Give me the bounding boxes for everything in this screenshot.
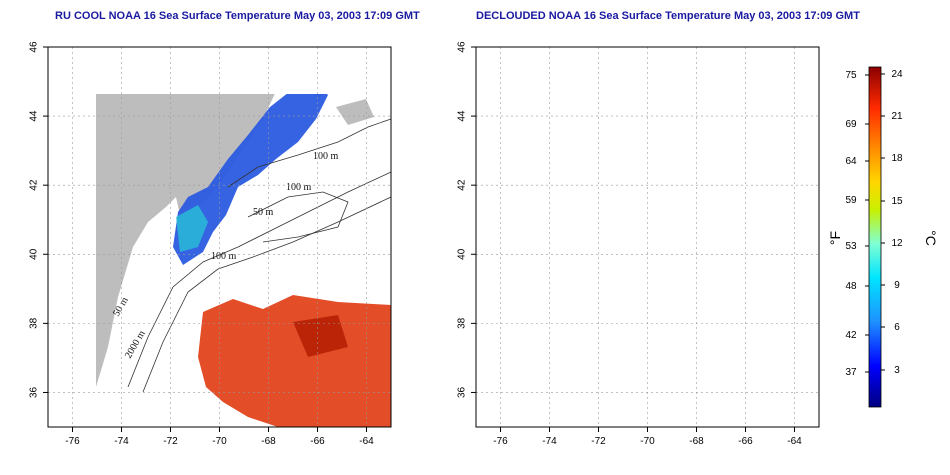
fahrenheit-unit-label: °F (827, 231, 843, 245)
colorbar-c-label: 18 (891, 153, 903, 164)
contour-label: 100 m (211, 251, 237, 262)
contour-label: 100 m (286, 182, 312, 193)
x-tick-label: -66 (310, 436, 325, 447)
x-tick-label: -72 (591, 436, 606, 447)
y-tick-label: 42 (457, 179, 468, 191)
land-mass (336, 99, 374, 125)
colorbar-f-label: 42 (845, 330, 857, 341)
colorbar-c-label: 24 (891, 69, 903, 80)
colorbar-c-label: 21 (891, 111, 903, 122)
contour-label: 50 m (253, 207, 274, 218)
colorbar-f-label: 75 (845, 70, 857, 81)
bathymetry-contour (247, 191, 349, 243)
x-tick-label: -70 (640, 436, 655, 447)
y-tick-label: 42 (29, 179, 40, 191)
contour-label: 100 m (313, 151, 339, 162)
celsius-unit-label: °C (923, 230, 939, 246)
bathymetry-contour (127, 171, 392, 388)
x-tick-label: -74 (542, 436, 557, 447)
shelf-water-field (176, 205, 208, 252)
colorbar-f-label: 53 (845, 241, 857, 252)
colorbar: 75 69 64 59 53 48 42 37 24 21 18 15 12 9 6 3 °F °C (827, 66, 939, 408)
x-tick-label: -68 (261, 436, 276, 447)
colorbar-f-label: 69 (845, 119, 857, 130)
y-tick-label: 46 (457, 41, 468, 53)
colorbar-c-label: 9 (894, 280, 900, 291)
right-panel-title: DECLOUDED NOAA 16 Sea Surface Temperatur… (476, 10, 860, 22)
bathymetry-contour (142, 196, 392, 393)
y-tick-label: 44 (29, 110, 40, 122)
colorbar-f-label: 64 (845, 156, 857, 167)
y-tick-label: 36 (457, 386, 468, 398)
y-tick-label: 36 (29, 386, 40, 398)
x-tick-label: -76 (65, 436, 80, 447)
colorbar-c-label: 6 (894, 322, 900, 333)
gulf-stream-core (293, 315, 348, 357)
x-tick-label: -66 (738, 436, 753, 447)
map-frame (47, 46, 392, 428)
x-tick-label: -68 (689, 436, 704, 447)
x-tick-label: -64 (359, 436, 374, 447)
y-tick-label: 44 (457, 110, 468, 122)
x-tick-label: -76 (493, 436, 508, 447)
x-tick-label: -72 (163, 436, 178, 447)
colorbar-c-label: 12 (891, 238, 903, 249)
bathymetry-contour (227, 118, 392, 188)
y-tick-label: 38 (29, 317, 40, 329)
map-frame (475, 46, 820, 428)
colorbar-c-label: 3 (894, 365, 900, 376)
colorbar-f-label: 48 (845, 281, 857, 292)
colorbar-f-label: 59 (845, 195, 857, 206)
x-tick-label: -70 (212, 436, 227, 447)
colorbar-c-label: 15 (891, 196, 903, 207)
y-tick-label: 40 (29, 248, 40, 260)
y-tick-label: 40 (457, 248, 468, 260)
x-tick-label: -64 (787, 436, 802, 447)
cold-water-field (173, 94, 328, 265)
left-panel-title: RU COOL NOAA 16 Sea Surface Temperature … (55, 10, 420, 22)
colorbar-f-label: 37 (845, 367, 857, 378)
colorbar-scale (868, 66, 882, 408)
x-tick-label: -74 (114, 436, 129, 447)
y-tick-label: 46 (29, 41, 40, 53)
y-tick-label: 38 (457, 317, 468, 329)
warm-water-field (198, 295, 391, 427)
